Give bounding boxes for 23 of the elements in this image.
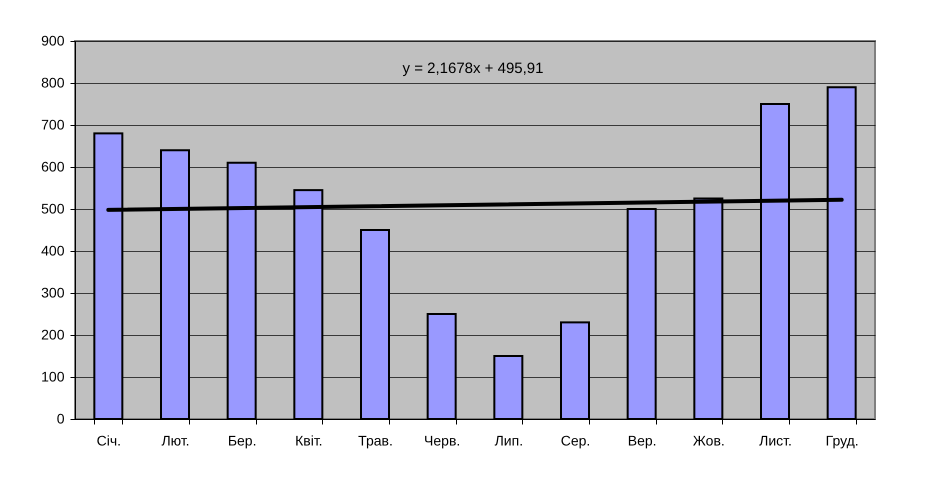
x-tick-label: Лип. [494, 432, 524, 448]
y-tick-label: 600 [41, 158, 65, 174]
x-tick-label: Лист. [759, 432, 792, 448]
x-tick-label: Груд. [826, 432, 859, 448]
y-tick-label: 700 [41, 116, 65, 132]
x-tick-label: Трав. [358, 432, 393, 448]
x-tick-label: Сер. [560, 432, 590, 448]
y-tick-label: 900 [41, 32, 65, 48]
y-tick-label: 200 [41, 326, 65, 342]
x-tick-label: Черв. [424, 432, 460, 448]
x-tick-label: Вер. [628, 432, 657, 448]
x-tick-label: Лют. [161, 432, 190, 448]
x-tick-label: Бер. [228, 432, 256, 448]
y-tick-label: 400 [41, 242, 65, 258]
y-tick-label: 0 [56, 410, 65, 426]
x-tick-label: Січ. [96, 432, 122, 448]
y-tick-label: 500 [41, 200, 65, 216]
x-tick-label: Квіт. [295, 432, 323, 448]
annotation: y = 2,1678x + 495,91 [402, 60, 544, 77]
x-tick-label: Жов. [692, 432, 725, 448]
y-tick-label: 300 [41, 284, 65, 300]
y-tick-label: 800 [41, 74, 65, 90]
y-tick-label: 100 [41, 368, 65, 384]
